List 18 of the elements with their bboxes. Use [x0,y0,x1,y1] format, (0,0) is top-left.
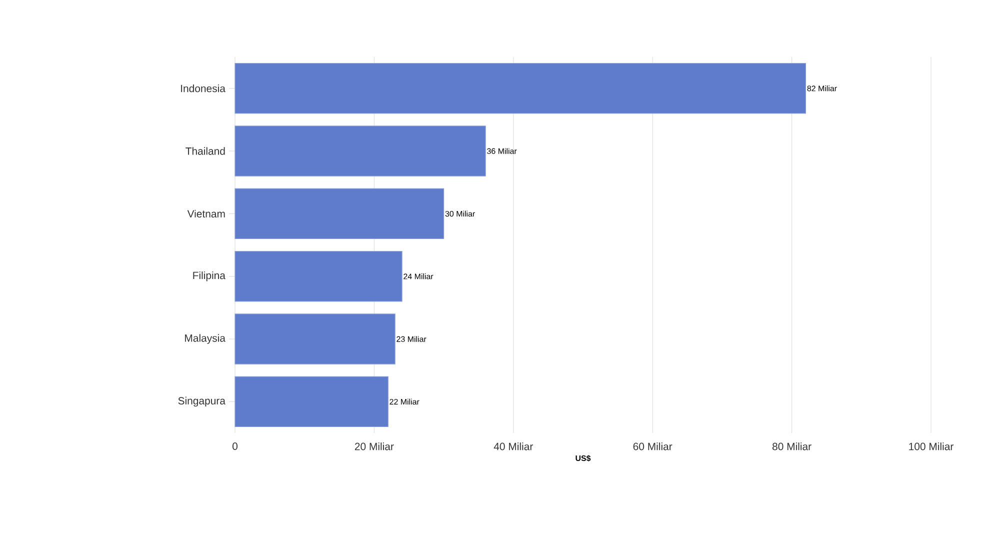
x-tick-label: 40 Miliar [494,442,533,450]
bar [234,62,806,114]
bar [234,126,486,176]
x-tick-label: 0 [232,442,238,450]
bar [234,314,396,364]
y-tick-label: Malaysia [185,334,226,344]
y-tick-label: Singapura [178,396,226,407]
x-tick-label: 100 Miliar [909,442,954,450]
x-tick-label: 60 Miliar [633,442,672,450]
bar [234,188,444,240]
bar [234,250,402,302]
y-tick-label: Filipina [193,271,226,282]
x-tick-label: 80 Miliar [772,442,812,450]
x-tick-label: 20 Miliar [354,442,394,450]
y-tick-label: Indonesia [181,84,226,92]
bar [234,376,388,428]
y-tick-label: Vietnam [187,210,225,218]
y-tick-label: Thailand [186,147,225,155]
